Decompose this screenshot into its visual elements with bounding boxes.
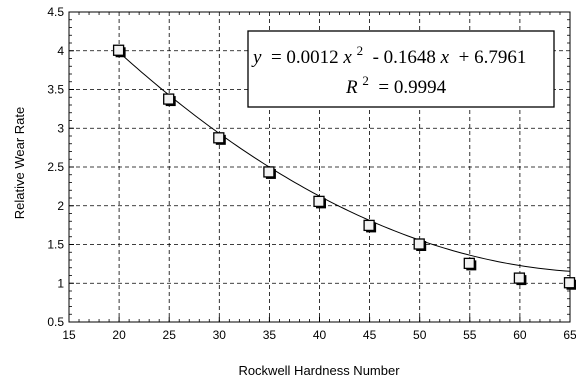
x-tick-label: 50 — [413, 328, 427, 342]
equation-box: y = 0.0012 x 2 - 0.1648 x + 6.7961 R 2 =… — [247, 30, 555, 108]
r2-exp: 2 — [362, 73, 369, 88]
r2-value: = 0.9994 — [374, 77, 447, 98]
x-tick-label: 30 — [213, 328, 227, 342]
y-tick-label: 2 — [57, 199, 64, 213]
r2-symbol: R — [345, 77, 358, 98]
equation-b: - 0.1648 — [368, 47, 436, 68]
x-tick-label: 25 — [163, 328, 177, 342]
x-tick-label: 20 — [112, 328, 126, 342]
data-point — [163, 93, 176, 107]
data-point — [213, 132, 226, 145]
data-markers — [112, 44, 576, 290]
data-point-marker — [263, 166, 275, 178]
tick-labels: 15 20 25 30 35 40 45 50 55 60 65 0.5 1 1.5 2 2.5 3 3.5 4 4.… — [47, 5, 576, 342]
x-tick-label: 60 — [513, 328, 527, 342]
data-point-marker — [463, 257, 475, 270]
data-point-marker — [413, 238, 425, 250]
data-point — [263, 166, 276, 179]
y-tick-label: 4.5 — [47, 5, 64, 19]
data-point-marker — [563, 277, 576, 289]
axis-ticks — [68, 11, 571, 323]
equation-x1: x — [342, 47, 352, 68]
equation-c: + 6.7961 — [454, 47, 526, 68]
data-point — [513, 272, 527, 286]
data-point-marker — [513, 272, 526, 284]
data-point — [563, 277, 576, 290]
equation-a: = 0.0012 — [266, 47, 338, 68]
data-point-marker — [112, 44, 125, 56]
data-point-marker — [213, 132, 225, 144]
equation-exp: 2 — [357, 43, 364, 58]
data-point — [463, 257, 477, 271]
y-tick-label: 1 — [57, 276, 64, 290]
equation-x2: x — [440, 47, 450, 68]
data-point-marker — [363, 219, 375, 232]
x-tick-label: 35 — [263, 328, 277, 342]
x-tick-label: 15 — [62, 328, 76, 342]
regression-equation: y = 0.0012 x 2 - 0.1648 x + 6.7961 — [251, 39, 526, 68]
x-tick-label: 55 — [463, 328, 477, 342]
y-tick-label: 0.5 — [47, 315, 64, 329]
r-squared: R 2 = 0.9994 — [345, 69, 447, 98]
trendline — [118, 51, 571, 272]
data-point — [363, 219, 377, 233]
x-tick-label: 40 — [313, 328, 327, 342]
y-tick-label: 1.5 — [47, 238, 64, 252]
y-axis-title: Relative Wear Rate — [12, 107, 27, 219]
y-tick-label: 2.5 — [47, 160, 64, 174]
x-axis-title: Rockwell Hardness Number — [238, 363, 400, 378]
y-tick-label: 3.5 — [47, 83, 64, 97]
data-point — [313, 195, 326, 209]
data-point — [112, 44, 126, 58]
y-tick-label: 4 — [57, 44, 64, 58]
x-tick-label: 65 — [563, 328, 576, 342]
equation-box-border — [247, 30, 555, 108]
data-point — [413, 238, 427, 251]
x-tick-label: 45 — [363, 328, 377, 342]
y-tick-label: 3 — [57, 121, 64, 135]
data-point-marker — [313, 195, 325, 208]
equation-y: y — [251, 47, 262, 68]
data-point-marker — [163, 93, 175, 105]
